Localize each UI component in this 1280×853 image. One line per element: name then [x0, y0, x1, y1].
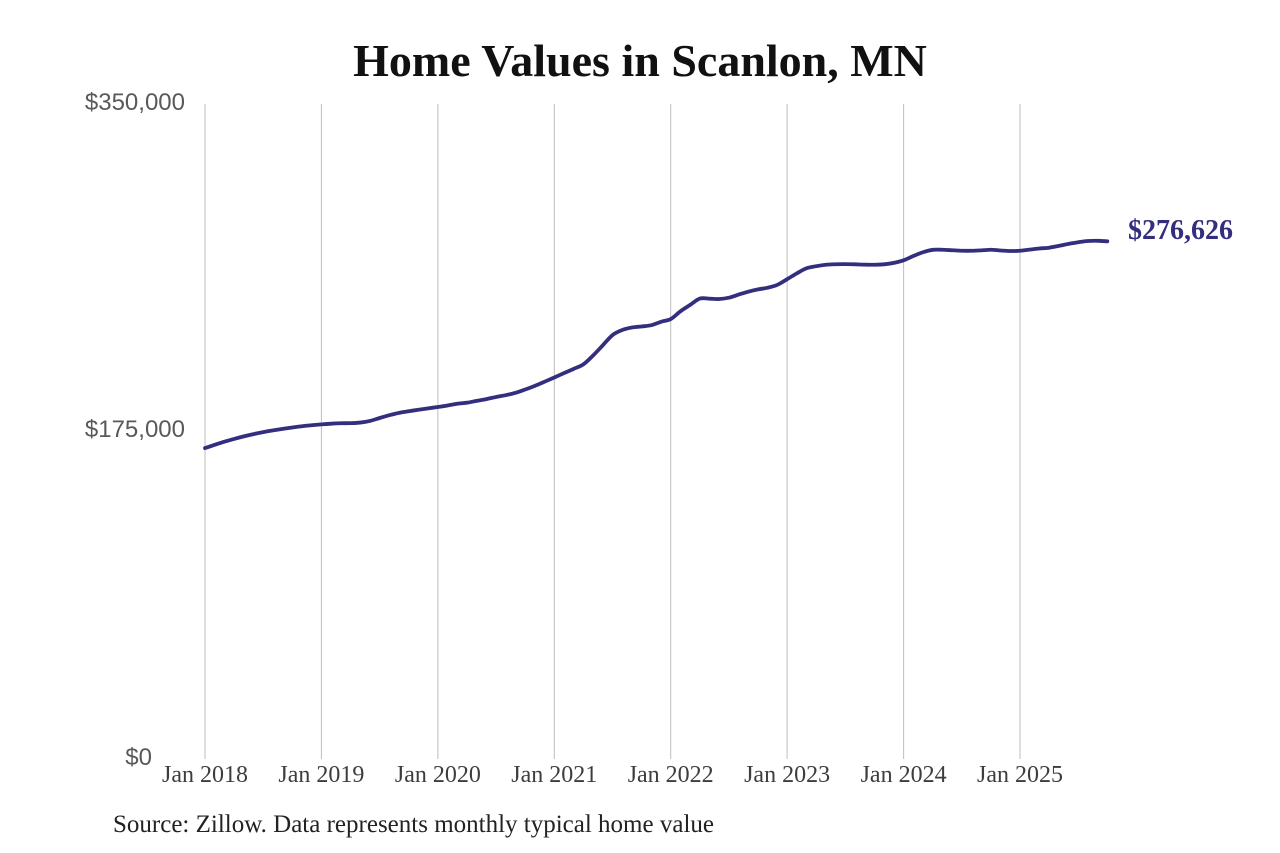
svg-text:$0: $0	[125, 744, 152, 771]
svg-text:Jan 2022: Jan 2022	[628, 762, 714, 788]
svg-text:Jan 2023: Jan 2023	[744, 762, 830, 788]
svg-text:Jan 2025: Jan 2025	[977, 762, 1063, 788]
svg-text:Jan 2019: Jan 2019	[278, 762, 364, 788]
svg-text:$350,000: $350,000	[85, 89, 185, 116]
svg-text:Jan 2024: Jan 2024	[861, 762, 947, 788]
svg-text:$276,626: $276,626	[1128, 215, 1233, 246]
svg-text:Jan 2018: Jan 2018	[162, 762, 248, 788]
svg-text:$175,000: $175,000	[85, 416, 185, 443]
svg-text:Jan 2020: Jan 2020	[395, 762, 481, 788]
svg-text:Jan 2021: Jan 2021	[511, 762, 597, 788]
